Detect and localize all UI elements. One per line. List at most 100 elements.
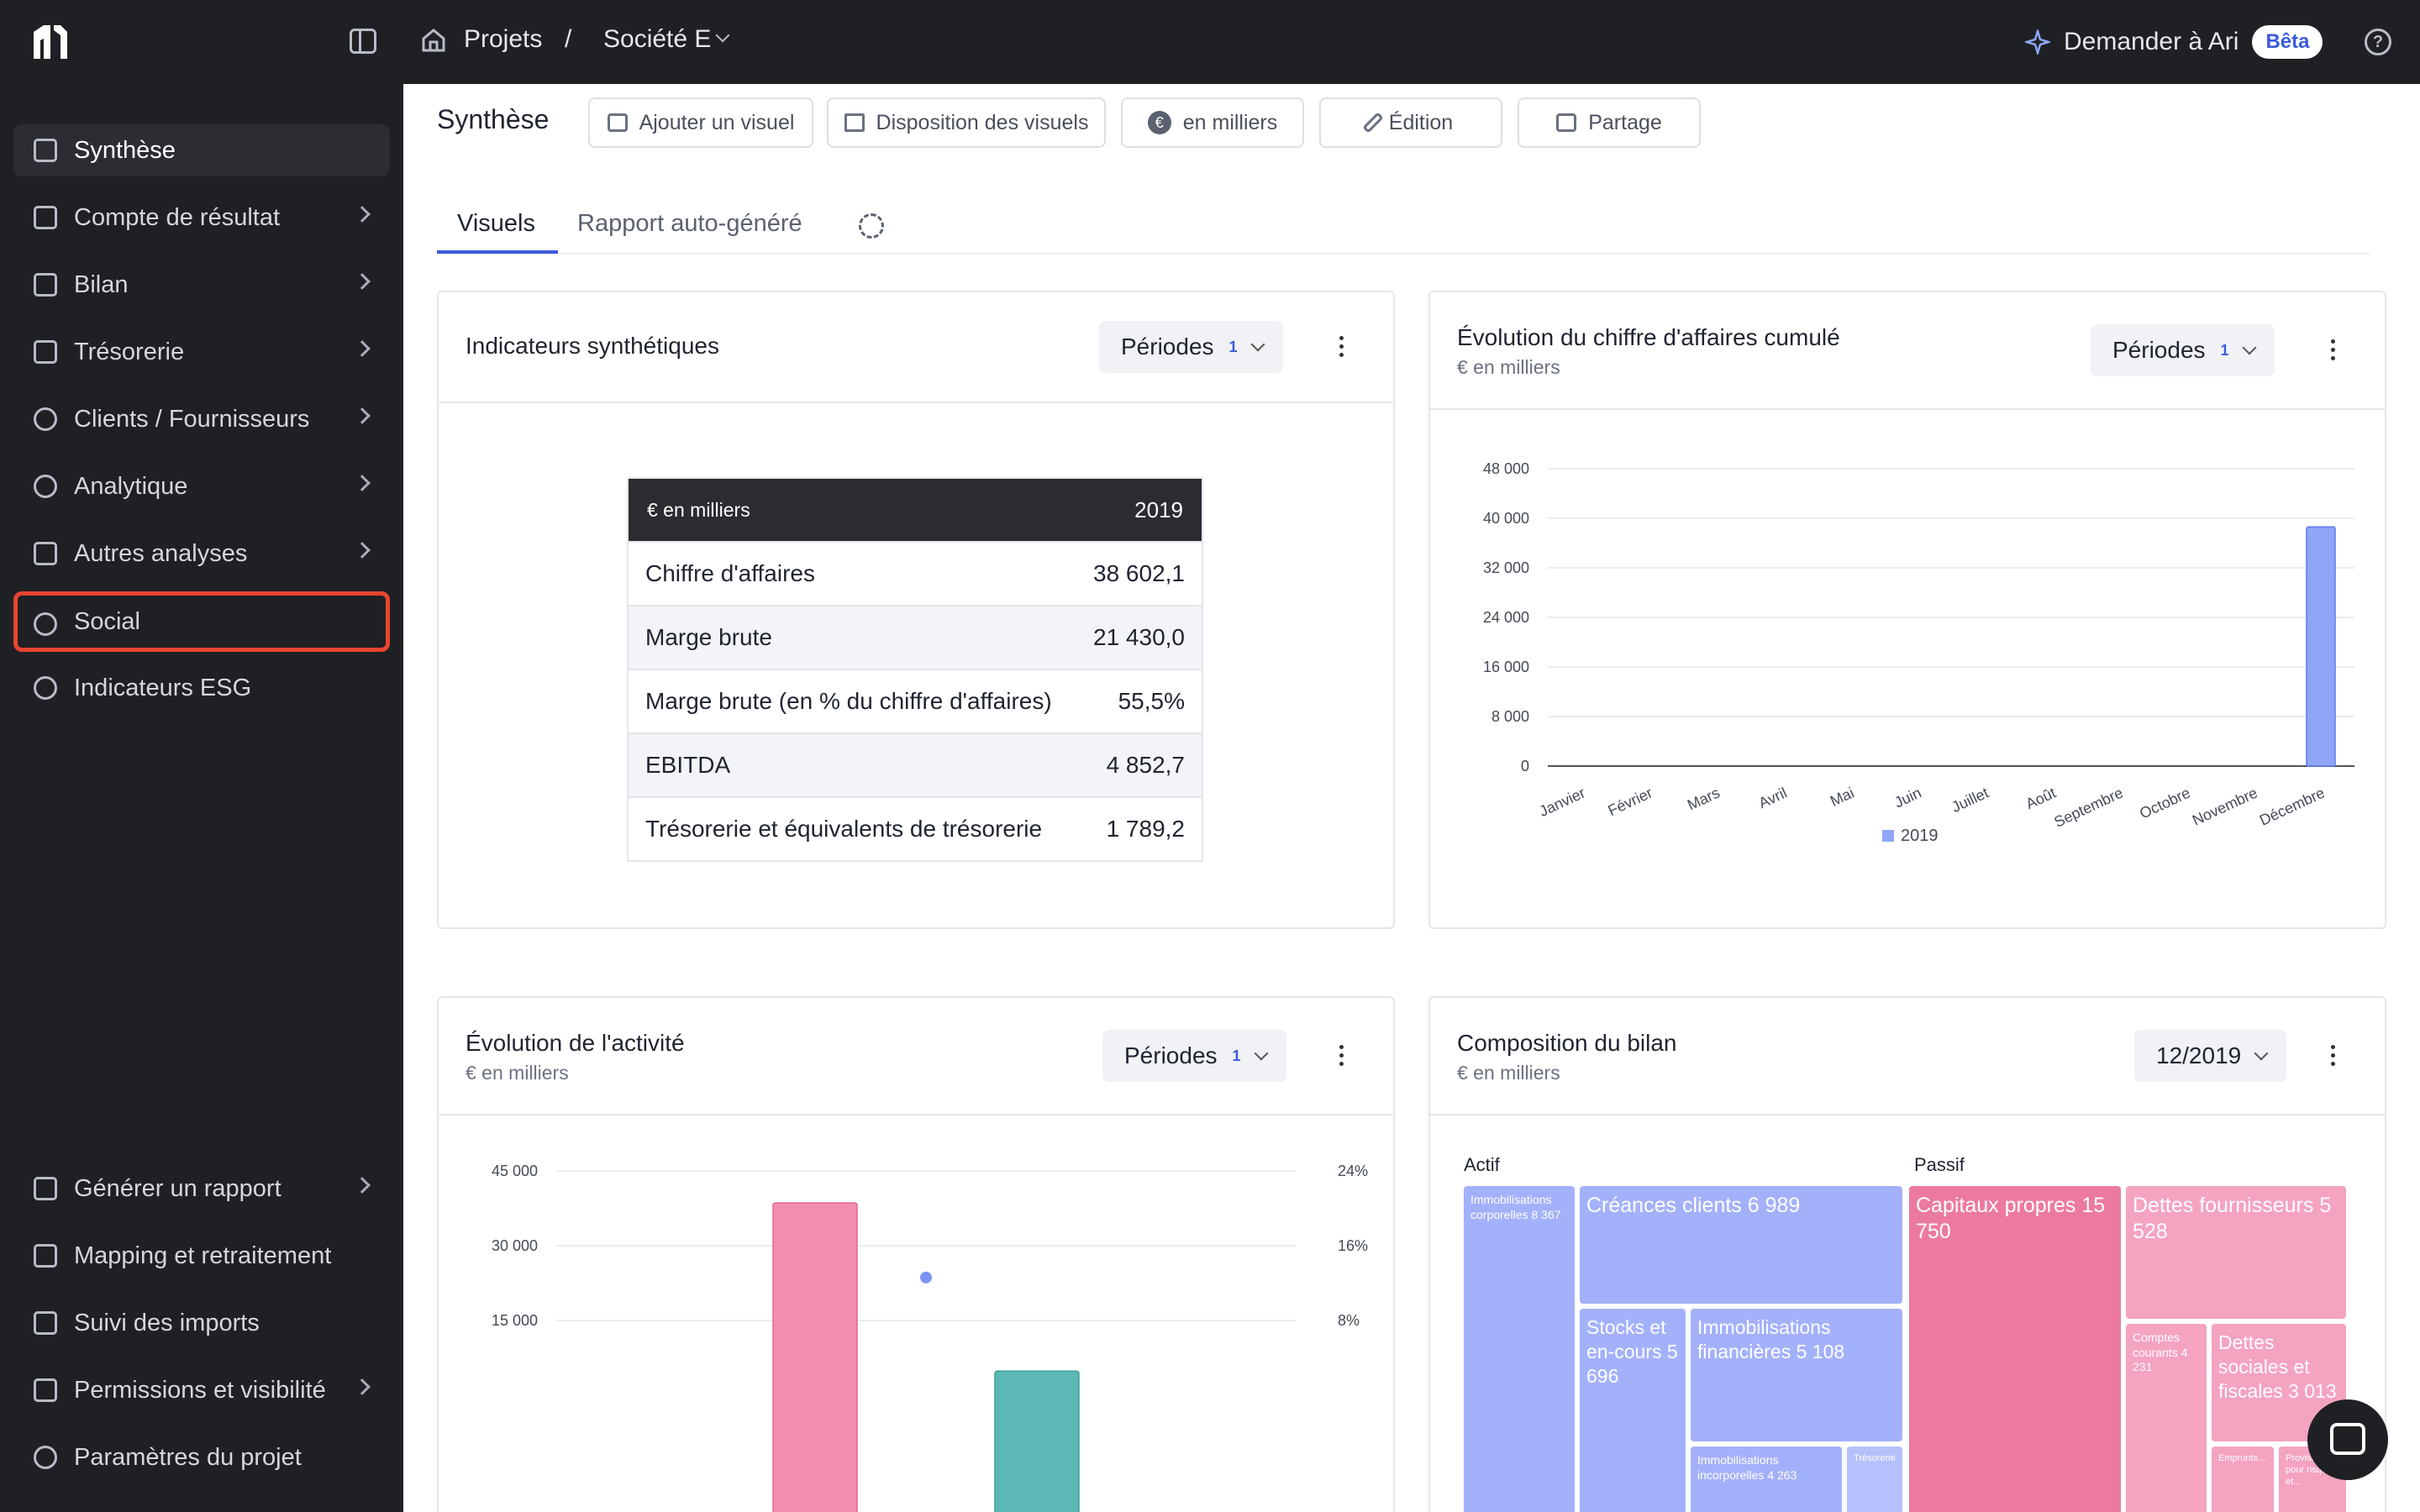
- periods-dropdown[interactable]: Périodes 1: [1102, 1030, 1286, 1082]
- sidebar-item-label: Indicateurs ESG: [74, 674, 252, 701]
- sidebar-item-autres-analyses[interactable]: Autres analyses: [13, 528, 390, 580]
- chevron-down-icon[interactable]: [715, 28, 730, 43]
- page-title: Synthèse: [437, 104, 550, 134]
- sidebar-item-tresorerie[interactable]: Trésorerie: [13, 326, 390, 378]
- mapping-icon: [34, 1244, 57, 1268]
- chevron-right-icon: [354, 407, 371, 424]
- y2-tick-label: 24%: [1338, 1163, 1368, 1179]
- chevron-down-icon: [1250, 337, 1265, 352]
- y-tick-label: 32 000: [1483, 559, 1529, 576]
- more-options-icon[interactable]: [1338, 336, 1344, 361]
- sidebar-item-compte-resultat[interactable]: Compte de résultat: [13, 192, 390, 244]
- ask-ari-label: Demander à Ari: [2064, 28, 2239, 55]
- treemap-block-emprunts[interactable]: Emprunts...: [2212, 1446, 2274, 1512]
- chevron-down-icon: [2242, 340, 2257, 355]
- y-tick-label: 16 000: [1483, 659, 1529, 675]
- sidebar: Synthèse Compte de résultat Bilan Trésor…: [0, 84, 403, 1512]
- treemap-block-immobilisations-financieres[interactable]: Immobilisations financières 5 108: [1691, 1309, 1902, 1441]
- x-tick-label: Juillet: [1949, 784, 1991, 816]
- breadcrumb-projects[interactable]: Projets: [464, 25, 543, 53]
- home-icon[interactable]: [420, 27, 447, 54]
- sidebar-item-generer-rapport[interactable]: Générer un rapport: [13, 1163, 390, 1215]
- sidebar-item-social[interactable]: Social: [13, 591, 390, 652]
- x-tick-label: Mai: [1828, 784, 1857, 809]
- sidebar-item-parametres[interactable]: Paramètres du projet: [13, 1431, 390, 1483]
- periods-label: Périodes: [1124, 1042, 1218, 1068]
- more-options-icon[interactable]: [2329, 1045, 2336, 1070]
- sidebar-item-analytique[interactable]: Analytique: [13, 460, 390, 512]
- revenue-bar: [2306, 526, 2336, 767]
- sidebar-item-label: Clients / Fournisseurs: [74, 405, 310, 433]
- row-value: 38 602,1: [1093, 560, 1185, 586]
- book-icon: [34, 273, 57, 297]
- sidebar-item-clients-fournisseurs[interactable]: Clients / Fournisseurs: [13, 393, 390, 445]
- sidebar-item-suivi-imports[interactable]: Suivi des imports: [13, 1297, 390, 1349]
- treemap-block-capitaux-propres[interactable]: Capitaux propres 15 750: [1909, 1186, 2121, 1512]
- pie-icon: [34, 475, 57, 498]
- tab-rapport-auto[interactable]: Rapport auto-généré: [577, 210, 802, 237]
- treemap-block-stocks[interactable]: Stocks et en-cours 5 696: [1580, 1309, 1686, 1512]
- sidebar-item-label: Générer un rapport: [74, 1174, 281, 1202]
- table-row: EBITDA 4 852,7: [629, 732, 1202, 796]
- sidebar-item-label: Bilan: [74, 270, 129, 298]
- chevron-right-icon: [354, 1378, 371, 1395]
- chevron-down-icon: [1254, 1046, 1269, 1061]
- period-dropdown[interactable]: 12/2019: [2134, 1030, 2287, 1082]
- periods-count: 1: [1228, 338, 1238, 355]
- periods-dropdown[interactable]: Périodes 1: [2091, 324, 2275, 376]
- card-header: Évolution du chiffre d'affaires cumulé €…: [1430, 292, 2385, 410]
- sidebar-item-indicateurs-esg[interactable]: Indicateurs ESG: [13, 662, 390, 714]
- app-logo[interactable]: [32, 24, 69, 60]
- sidebar-item-permissions[interactable]: Permissions et visibilité: [13, 1364, 390, 1416]
- breadcrumb-company[interactable]: Société E: [603, 25, 712, 53]
- chevron-right-icon: [354, 475, 371, 491]
- sidebar-item-label: Trésorerie: [74, 338, 185, 365]
- gear-icon[interactable]: [859, 213, 884, 239]
- row-value: 4 852,7: [1106, 752, 1185, 778]
- indicators-table: € en milliers 2019 Chiffre d'affaires 38…: [627, 477, 1203, 862]
- treemap-block-dettes-fournisseurs[interactable]: Dettes fournisseurs 5 528: [2126, 1186, 2346, 1319]
- x-tick-label: Décembre: [2257, 784, 2328, 828]
- help-icon[interactable]: ?: [2365, 29, 2391, 55]
- add-visual-button[interactable]: Ajouter un visuel: [588, 97, 813, 148]
- sidebar-item-synthese[interactable]: Synthèse: [13, 124, 390, 176]
- treemap-block-creances-clients[interactable]: Créances clients 6 989: [1580, 1186, 1902, 1304]
- more-options-icon[interactable]: [1338, 1045, 1344, 1070]
- edit-label: Édition: [1388, 110, 1454, 134]
- margin-point: [920, 1271, 932, 1284]
- layout-button[interactable]: Disposition des visuels: [827, 97, 1106, 148]
- card-title: Évolution du chiffre d'affaires cumulé: [1457, 324, 1840, 350]
- layout-label: Disposition des visuels: [876, 110, 1089, 134]
- row-value: 21 430,0: [1093, 624, 1185, 650]
- add-visual-label: Ajouter un visuel: [639, 110, 795, 134]
- sidebar-item-mapping[interactable]: Mapping et retraitement: [13, 1230, 390, 1282]
- tab-active-indicator: [437, 250, 558, 254]
- ask-ari-button[interactable]: Demander à Ari Bêta: [2025, 22, 2323, 62]
- treemap-block-tresorerie[interactable]: Trésorerie: [1847, 1446, 1902, 1512]
- unit-button[interactable]: € en milliers: [1121, 97, 1304, 148]
- edit-button[interactable]: Édition: [1319, 97, 1502, 148]
- treemap-block-immobilisations-incorporelles[interactable]: Immobilisations incorporelles 4 263: [1691, 1446, 1842, 1512]
- sidebar-item-label: Mapping et retraitement: [74, 1242, 332, 1269]
- sidebar-item-label: Autres analyses: [74, 539, 248, 567]
- more-options-icon[interactable]: [2329, 339, 2336, 365]
- x-tick-label: Février: [1605, 784, 1655, 819]
- sidebar-toggle-icon[interactable]: [350, 29, 376, 54]
- y-tick-label: 45 000: [492, 1163, 538, 1179]
- row-value: 1 789,2: [1106, 816, 1185, 842]
- periods-label: Périodes: [1121, 333, 1214, 360]
- table-header-year: 2019: [1134, 496, 1183, 522]
- chat-support-icon[interactable]: [2307, 1399, 2388, 1480]
- treemap-block-immobilisations-corporelles[interactable]: Immobilisations corporelles 8 367: [1464, 1186, 1575, 1512]
- tab-visuels[interactable]: Visuels: [457, 210, 535, 237]
- treemap-block-comptes-courants[interactable]: Comptes courants 4 231: [2126, 1324, 2207, 1512]
- table-header-label: € en milliers: [647, 498, 750, 521]
- cash-icon: [34, 340, 57, 364]
- share-button[interactable]: Partage: [1518, 97, 1701, 148]
- sparkle-icon: [2025, 29, 2050, 55]
- row-label: Marge brute: [645, 624, 772, 650]
- card-header: Évolution de l'activité € en milliers Pé…: [439, 998, 1393, 1116]
- periods-dropdown[interactable]: Périodes 1: [1099, 321, 1283, 373]
- y-tick-label: 30 000: [492, 1237, 538, 1254]
- sidebar-item-bilan[interactable]: Bilan: [13, 259, 390, 311]
